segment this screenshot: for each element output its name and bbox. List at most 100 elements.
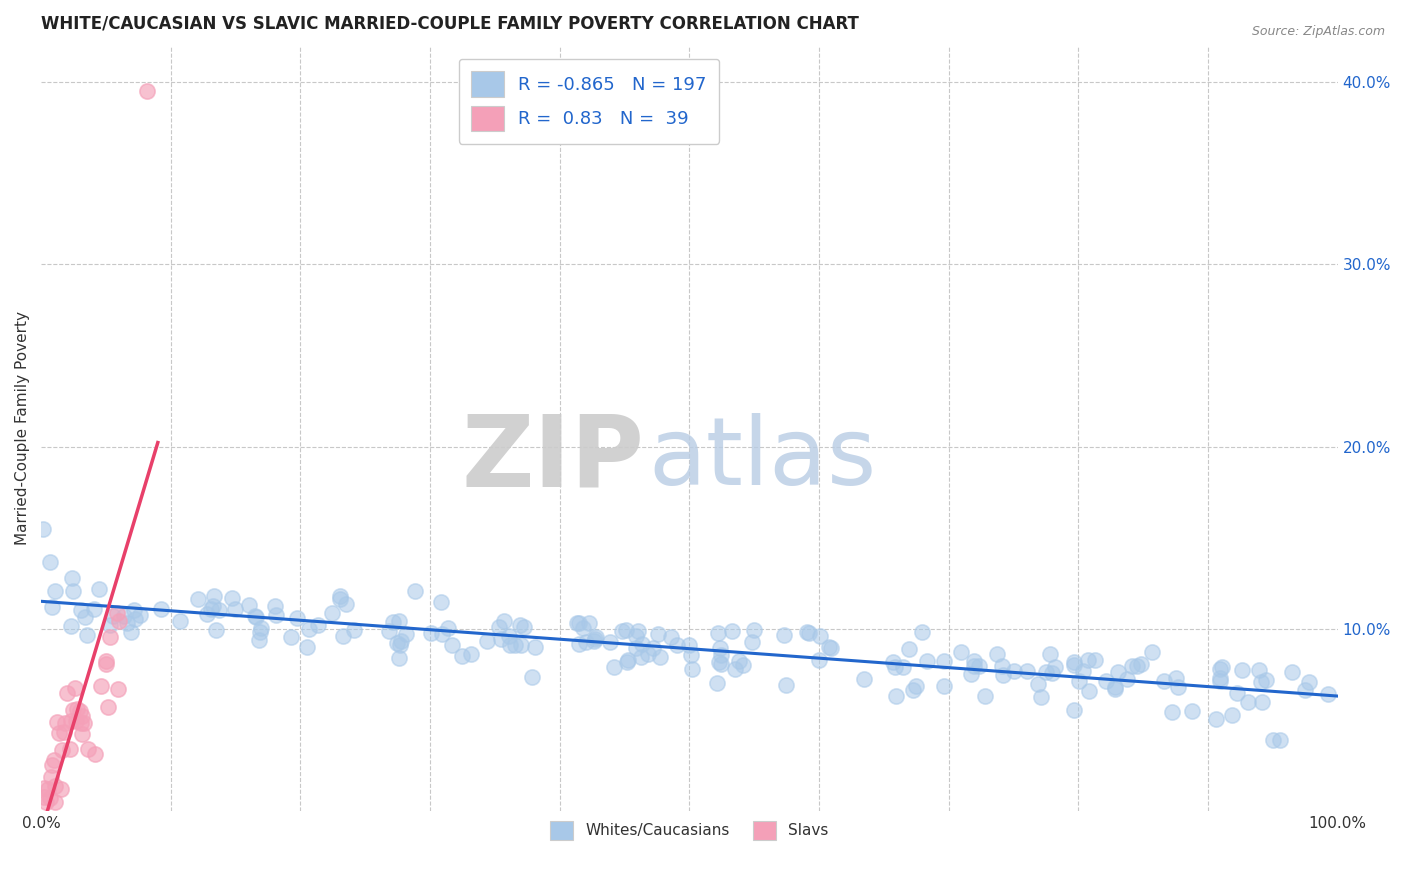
Point <box>775 678 797 692</box>
Point <box>460 647 482 661</box>
Point <box>202 589 225 603</box>
Point <box>706 675 728 690</box>
Point <box>58 742 80 756</box>
Point <box>1002 664 1025 678</box>
Point <box>201 599 224 613</box>
Point <box>1153 674 1175 689</box>
Point <box>475 633 498 648</box>
Point <box>55 715 77 730</box>
Point <box>799 625 821 640</box>
Point <box>49 781 72 796</box>
Point <box>388 614 411 628</box>
Point <box>974 690 997 704</box>
Point <box>1104 680 1126 694</box>
Point <box>66 702 89 716</box>
Point <box>882 656 904 670</box>
Point <box>630 649 652 664</box>
Point <box>617 653 640 667</box>
Point <box>772 627 794 641</box>
Point <box>891 660 914 674</box>
Point <box>724 662 747 676</box>
Point <box>510 638 533 652</box>
Point <box>986 647 1008 661</box>
Point <box>1071 665 1094 679</box>
Point <box>389 634 412 648</box>
Point <box>76 628 98 642</box>
Point <box>41 599 63 614</box>
Point <box>934 679 956 693</box>
Point <box>505 638 527 652</box>
Point <box>297 622 319 636</box>
Point <box>1251 695 1274 709</box>
Point <box>494 615 516 629</box>
Point <box>94 657 117 671</box>
Point <box>1063 658 1085 673</box>
Point <box>1281 665 1303 680</box>
Point <box>808 629 831 643</box>
Point <box>578 615 600 630</box>
Point <box>807 653 830 667</box>
Point <box>1256 673 1278 687</box>
Point <box>1220 708 1243 723</box>
Point <box>115 615 138 630</box>
Point <box>69 705 91 719</box>
Point <box>643 640 665 655</box>
Point <box>967 659 990 673</box>
Point <box>728 654 751 668</box>
Point <box>852 672 875 686</box>
Point <box>1250 674 1272 689</box>
Point <box>450 649 472 664</box>
Point <box>572 622 595 636</box>
Point <box>991 668 1014 682</box>
Point <box>307 617 329 632</box>
Point <box>441 638 464 652</box>
Point <box>897 642 920 657</box>
Point <box>733 658 755 673</box>
Point <box>90 679 112 693</box>
Point <box>266 607 288 622</box>
Point <box>707 626 730 640</box>
Point <box>437 621 460 635</box>
Point <box>238 598 260 612</box>
Point <box>513 620 536 634</box>
Point <box>98 618 121 632</box>
Point <box>509 618 531 632</box>
Point <box>666 638 689 652</box>
Point <box>98 630 121 644</box>
Point <box>1126 659 1149 673</box>
Point <box>1209 673 1232 688</box>
Point <box>430 627 453 641</box>
Point <box>321 606 343 620</box>
Point <box>1017 664 1039 678</box>
Point <box>120 624 142 639</box>
Point <box>37 781 59 796</box>
Point <box>709 640 731 655</box>
Point <box>1166 671 1188 685</box>
Point <box>97 700 120 714</box>
Point <box>73 715 96 730</box>
Point <box>329 591 352 606</box>
Point <box>575 635 598 649</box>
Point <box>385 636 408 650</box>
Point <box>720 624 742 638</box>
Point <box>1247 663 1270 677</box>
Point <box>430 595 453 609</box>
Point <box>960 667 983 681</box>
Point <box>678 638 700 652</box>
Point <box>647 626 669 640</box>
Point <box>332 629 354 643</box>
Point <box>1317 688 1340 702</box>
Point <box>136 84 159 98</box>
Text: atlas: atlas <box>648 413 876 505</box>
Point <box>818 640 841 654</box>
Point <box>1116 672 1139 686</box>
Point <box>204 623 226 637</box>
Point <box>1045 660 1067 674</box>
Point <box>62 584 84 599</box>
Point <box>489 632 512 646</box>
Point <box>101 609 124 624</box>
Point <box>94 654 117 668</box>
Point <box>60 714 83 729</box>
Point <box>1040 666 1063 681</box>
Point <box>285 611 308 625</box>
